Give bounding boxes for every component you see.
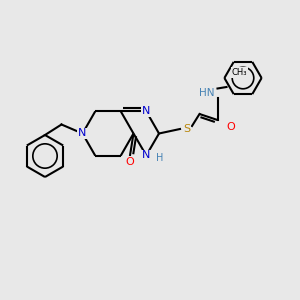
Text: O: O <box>125 157 134 167</box>
Text: HN: HN <box>199 88 215 98</box>
Text: S: S <box>183 124 190 134</box>
Text: O: O <box>226 122 236 133</box>
Text: H: H <box>156 153 163 163</box>
Text: N: N <box>78 128 87 139</box>
Text: N: N <box>142 106 150 116</box>
Text: CH₃: CH₃ <box>232 68 248 77</box>
Text: N: N <box>142 150 150 161</box>
